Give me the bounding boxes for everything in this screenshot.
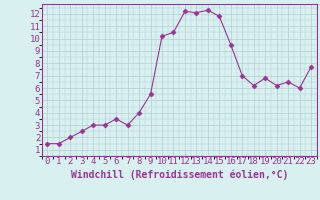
X-axis label: Windchill (Refroidissement éolien,°C): Windchill (Refroidissement éolien,°C): [70, 169, 288, 180]
